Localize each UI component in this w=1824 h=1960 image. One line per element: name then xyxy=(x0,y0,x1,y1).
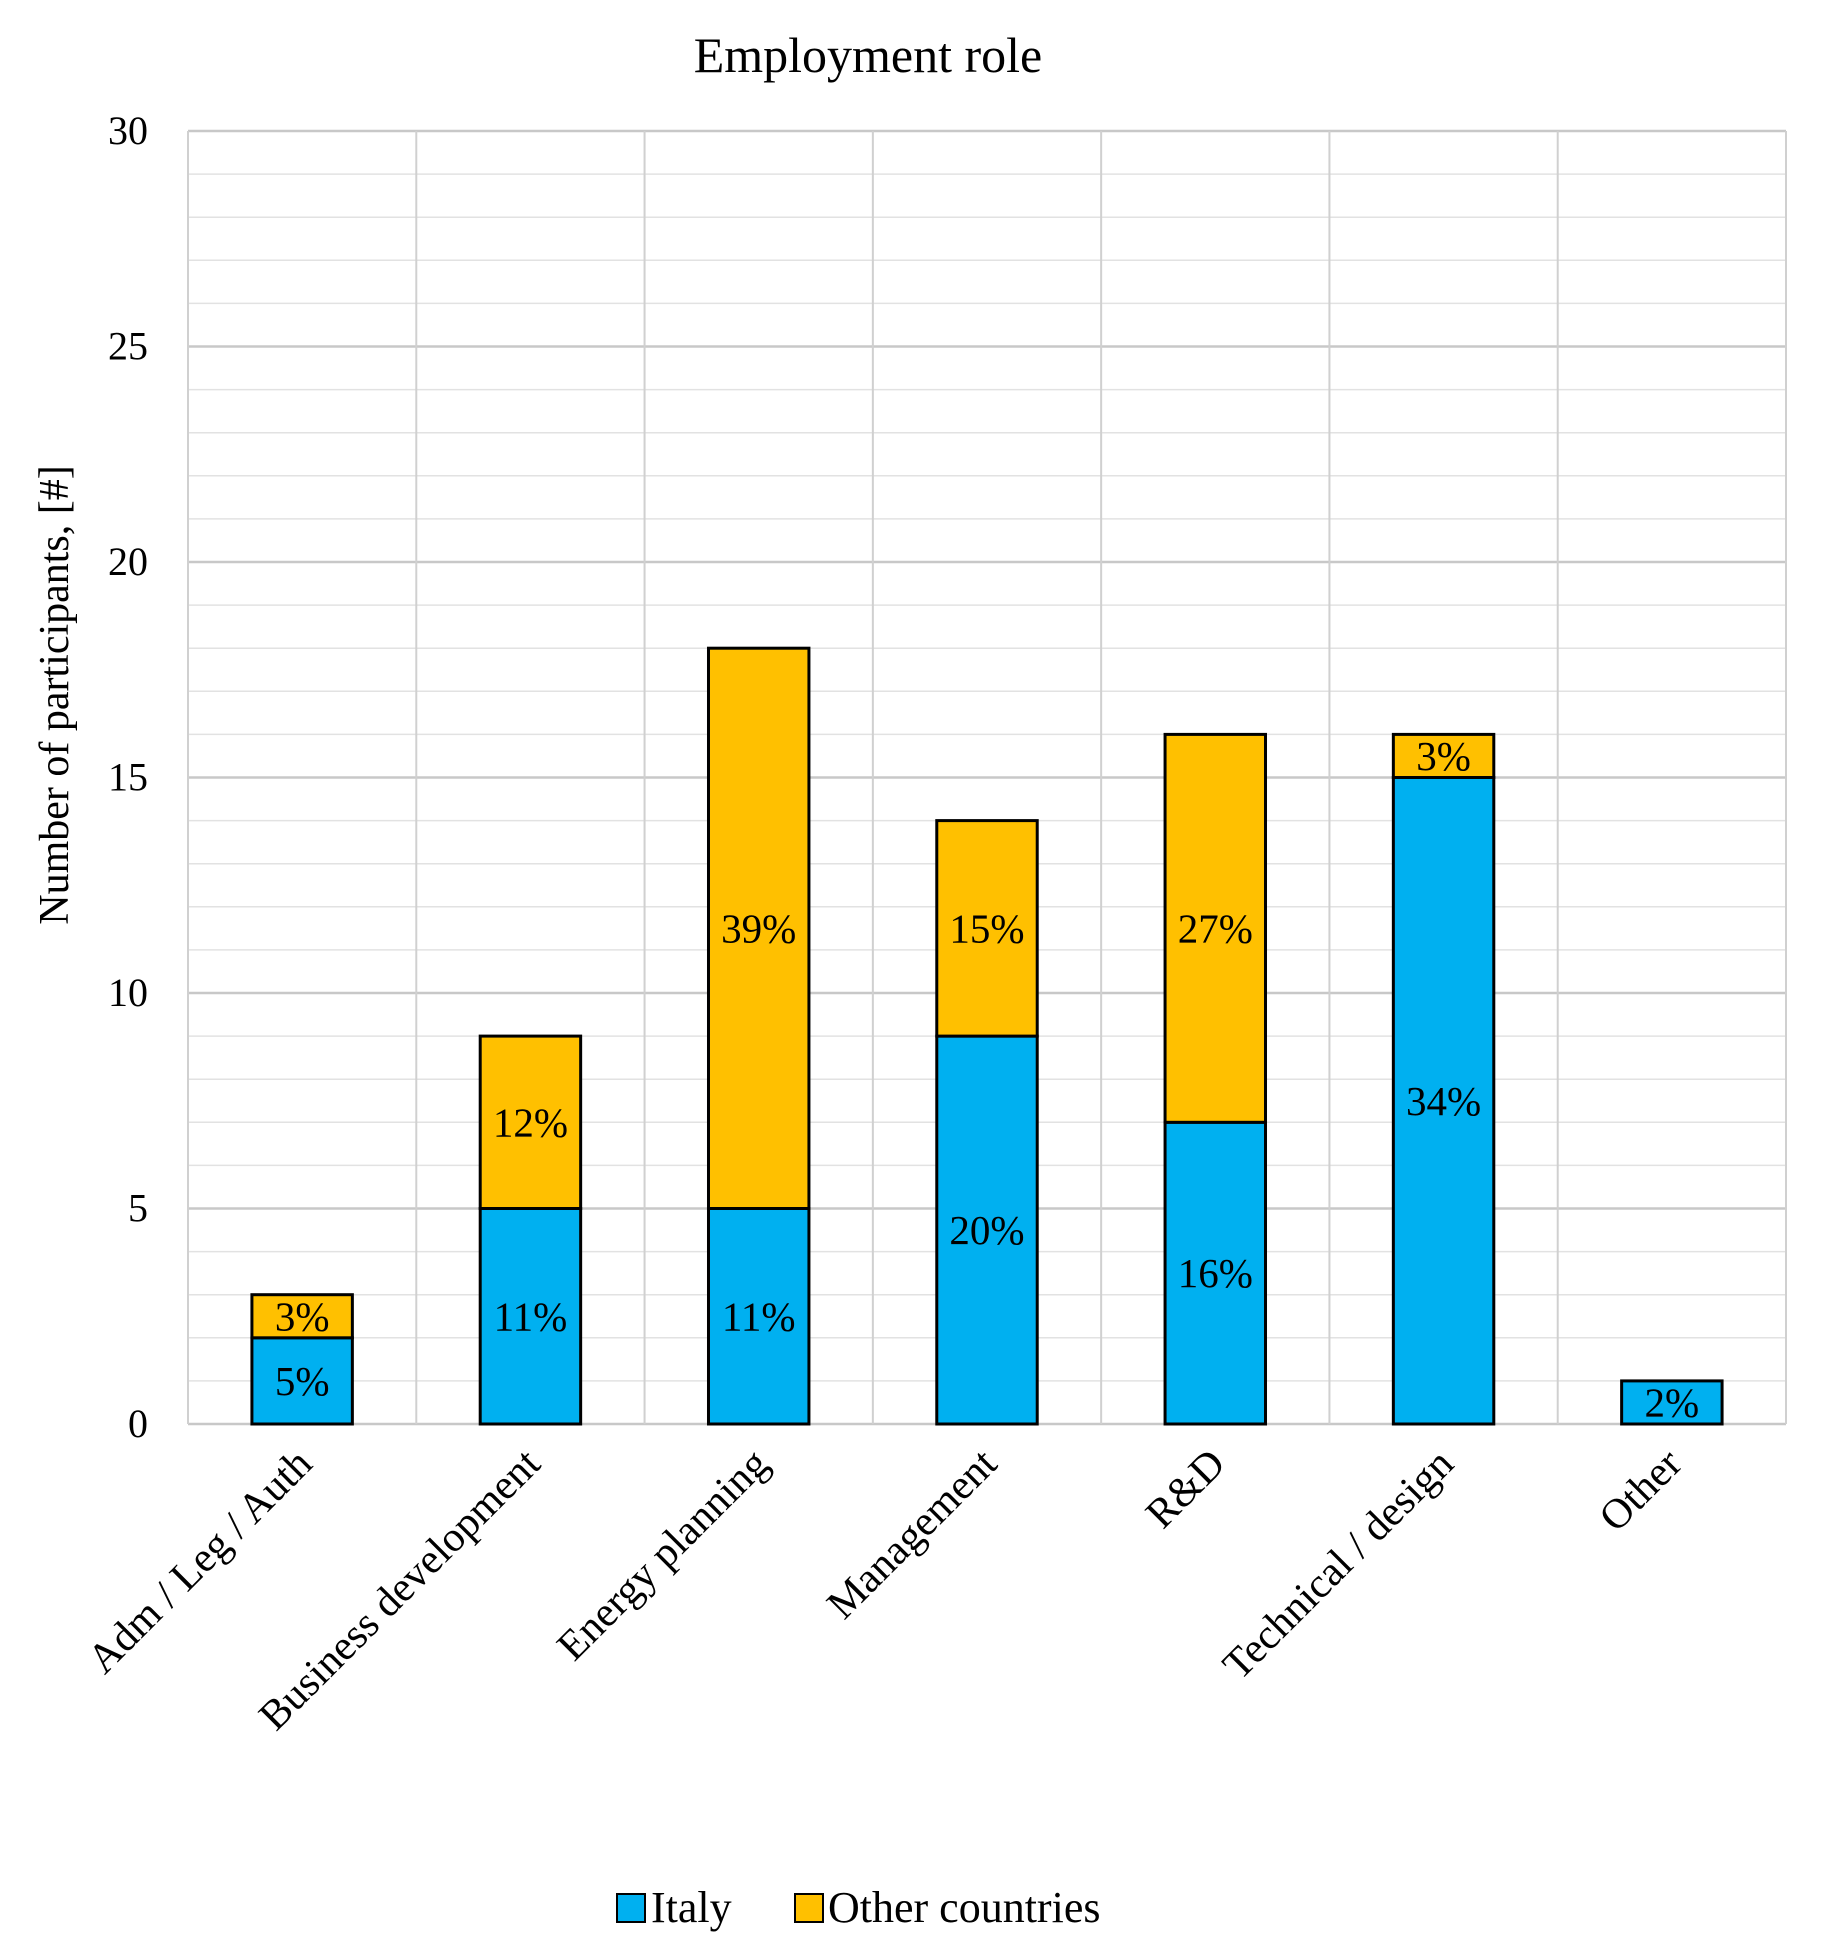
data-label: 16% xyxy=(1178,1250,1253,1296)
x-tick-label: Technical / design xyxy=(1214,1441,1462,1689)
y-axis-label: Number of participants, [#] xyxy=(32,465,78,925)
legend: Italy Other countries xyxy=(616,1883,1100,1932)
legend-swatch-other-countries xyxy=(794,1893,824,1923)
bar-segment xyxy=(478,1207,583,1426)
bar-segment xyxy=(1391,776,1496,1426)
data-label: 11% xyxy=(722,1293,796,1339)
data-label: 27% xyxy=(1178,905,1253,951)
data-label: 15% xyxy=(949,905,1024,951)
y-tick-label: 15 xyxy=(108,755,148,800)
x-tick-label: Energy planning xyxy=(549,1441,778,1670)
bar-segment xyxy=(935,819,1039,1038)
bar-segment xyxy=(706,646,811,1210)
bar-segment xyxy=(478,1034,583,1210)
data-label: 12% xyxy=(493,1099,568,1145)
x-tick-label: Adm / Leg / Auth xyxy=(79,1441,321,1683)
legend-swatch-italy xyxy=(616,1893,646,1923)
legend-label-italy: Italy xyxy=(651,1883,732,1932)
data-label: 5% xyxy=(275,1358,330,1404)
y-tick-label: 20 xyxy=(108,539,148,584)
bar-segment xyxy=(250,1336,354,1426)
data-label: 34% xyxy=(1406,1078,1481,1124)
bars xyxy=(250,646,1724,1426)
data-label: 20% xyxy=(949,1207,1024,1253)
chart-title: Employment role xyxy=(694,27,1043,83)
x-tick-label: Management xyxy=(819,1440,1007,1628)
x-tick-label: R&D xyxy=(1137,1441,1234,1538)
bar-segment xyxy=(1391,732,1496,780)
data-label: 39% xyxy=(721,905,796,951)
legend-label-other-countries: Other countries xyxy=(828,1883,1100,1932)
y-tick-label: 25 xyxy=(108,324,148,369)
data-label: 3% xyxy=(275,1293,330,1339)
data-label: 3% xyxy=(1416,733,1471,779)
x-tick-label: Other xyxy=(1591,1441,1691,1541)
y-tick-label: 30 xyxy=(108,108,148,153)
bar-segment xyxy=(935,1034,1039,1426)
bar-segment xyxy=(250,1293,354,1340)
y-tick-label: 5 xyxy=(128,1186,148,1231)
data-labels: 5% 3% 11% 12% 11% 39% 20% 15% 16% 27% 34% 3% 2% xyxy=(275,733,1699,1425)
y-tick-label: 10 xyxy=(108,970,148,1015)
bar-segment xyxy=(1620,1379,1724,1426)
y-tick-label: 0 xyxy=(128,1401,148,1446)
data-label: 2% xyxy=(1645,1379,1700,1425)
y-axis-ticks: 0 5 10 15 20 25 30 xyxy=(108,108,148,1446)
bar-segment xyxy=(1163,732,1268,1124)
data-label: 11% xyxy=(494,1293,568,1339)
bar-segment xyxy=(1163,1120,1268,1426)
